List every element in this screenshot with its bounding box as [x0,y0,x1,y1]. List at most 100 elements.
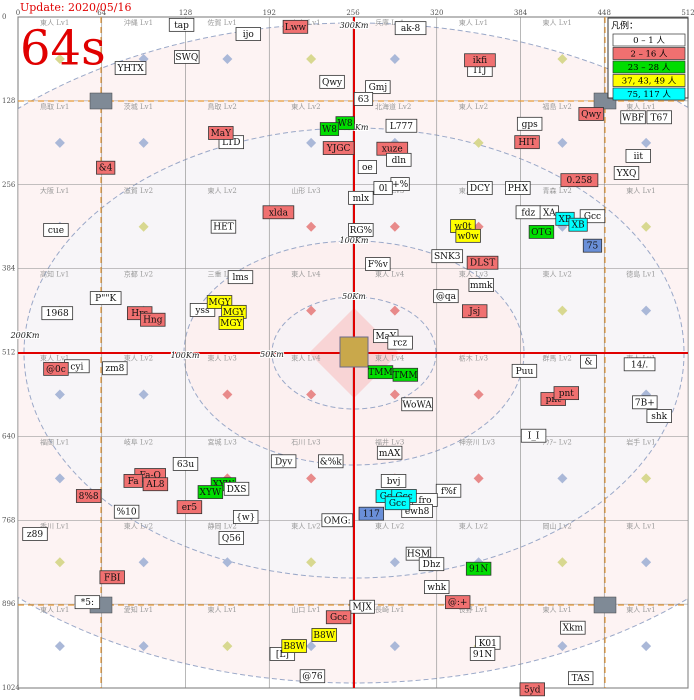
region-marker [138,137,149,148]
region-label: 栃木 Lv3 [459,354,488,363]
player-name: Gcc [389,499,406,509]
region-marker [222,557,233,568]
player-box [505,181,531,195]
player-name: 7B+ [635,398,655,408]
player-box [424,580,450,594]
player-box [174,50,200,64]
player-name: Dhz [423,560,441,570]
player-box [96,160,116,175]
player-name: Hng [143,316,163,326]
player-box [74,595,101,610]
player-name: MaY [375,332,397,342]
player-name: &4 [99,164,113,174]
region-marker [641,473,652,484]
region-marker [54,53,65,64]
player-name: MaY [211,129,233,139]
player-box [405,546,432,561]
player-name: Qwy [322,78,343,88]
player-name: xlda [269,208,289,218]
castle-icon [89,92,113,110]
region-label: 長野 Lv1 [459,606,488,614]
player-name: Lww [285,23,307,33]
region-label: 愛知 Lv1 [124,605,153,614]
region-label: 東人 Lv1 [459,18,488,27]
player-name: @:+ [448,598,468,608]
player-name: 63u [177,460,194,470]
region-marker [306,641,317,652]
player-name: MGY [208,298,231,308]
region-label: 東人 Lv1 [208,605,237,614]
player-box [514,135,540,150]
player-box [218,316,245,330]
player-box [467,181,493,195]
player-box [464,53,496,68]
region-label: 東人 Lv1 [543,605,572,614]
player-box [99,570,125,585]
castle-icon [593,596,617,614]
region-label: 神奈川 Lv3 [459,437,495,446]
legend-label: 37, 43, 49 人 [622,77,677,87]
player-box [466,255,499,270]
player-box [282,19,309,34]
player-box [365,257,391,271]
region-label: 沖縄 Lv1 [124,18,153,27]
player-box [578,107,604,121]
region-marker [389,641,400,652]
player-name: XYW [200,488,222,498]
region-marker [641,221,652,232]
player-name: B8W [283,642,305,652]
player-box [168,17,195,32]
x-tick-label: 384 [514,9,528,17]
player-name: mmk [470,281,493,291]
player-name: {w} [236,513,255,523]
player-box [113,504,140,519]
region-marker [306,305,317,316]
player-box [620,110,646,125]
player-box [281,639,307,653]
player-box [197,485,224,499]
player-box [357,160,377,174]
y-tick-label: 768 [2,516,15,524]
player-name: w0t [454,222,471,232]
player-box [418,557,445,572]
player-name: @0c [46,365,66,375]
region-label: 東人 Lv1 [543,18,572,27]
player-name: K01 [479,639,497,649]
player-box [176,500,203,515]
player-name: LTD [222,138,240,148]
player-name: Jsj [468,307,480,317]
player-box [114,61,147,76]
player-name: Puu [516,367,534,377]
player-box [142,477,169,492]
player-name: rcz [393,339,407,349]
player-name: 0l [379,184,388,194]
region-label: 岡山 Lv2 [543,521,572,530]
player-box [270,454,297,469]
legend-swatch [612,87,686,101]
player-name: lms [232,273,248,283]
player-name: MJX [353,603,373,613]
player-name: XYW [213,480,235,490]
map-layer: 0 64 128 192 256 320 384 448 512 0 128 256 384 512 640… [2,9,694,697]
player-name: dln [392,156,407,166]
player-name: TMM [393,371,417,381]
region-marker [641,137,652,148]
player-box [140,312,166,327]
x-tick-label: 192 [263,9,276,17]
region-label: 福島 Lv2 [543,102,572,111]
player-box [348,223,374,237]
player-box [646,409,672,423]
player-name: TAS [572,674,590,684]
player-name: I_I [528,432,540,442]
player-name: @qa [436,292,457,302]
player-box [43,223,69,237]
player-box [394,21,427,36]
player-name: w0w [458,232,479,242]
region-marker [306,389,317,400]
region-label: 東人 Lv1 [626,521,655,530]
player-name: 91N [469,565,488,575]
player-box [465,561,492,576]
player-name: Gcc [330,613,347,623]
region-marker [473,137,484,148]
